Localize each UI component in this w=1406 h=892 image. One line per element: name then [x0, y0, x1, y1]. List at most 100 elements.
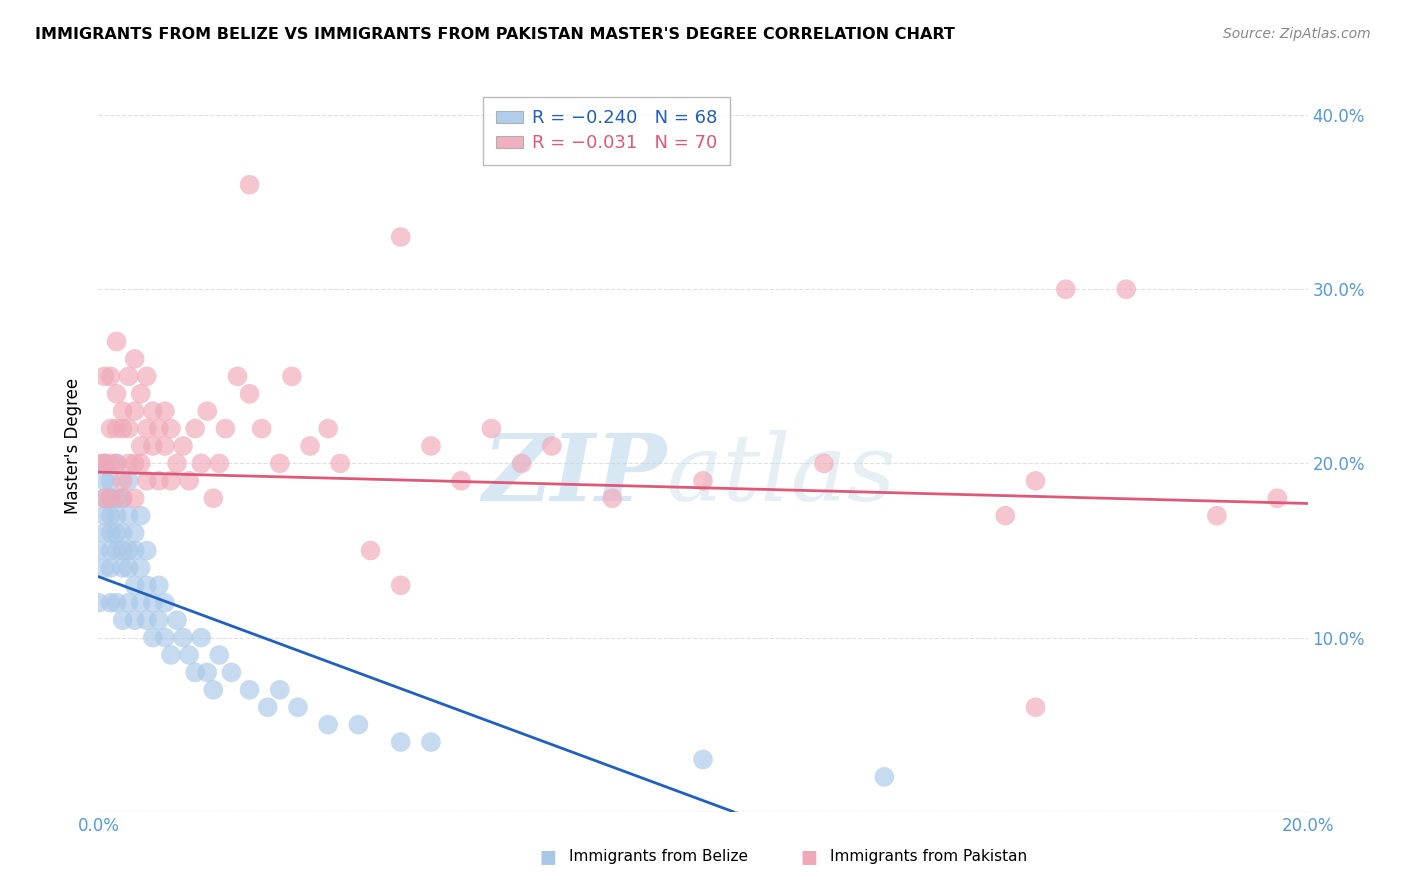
Point	[269, 682, 291, 697]
Point	[111, 561, 134, 575]
Point	[124, 457, 146, 471]
Point	[135, 613, 157, 627]
Point	[160, 474, 183, 488]
Point	[287, 700, 309, 714]
Point	[1115, 282, 1137, 296]
Point	[135, 578, 157, 592]
Point	[160, 421, 183, 435]
Point	[111, 526, 134, 541]
Point	[299, 439, 322, 453]
Point	[111, 613, 134, 627]
Point	[239, 682, 262, 697]
Point	[142, 631, 165, 645]
Point	[105, 596, 128, 610]
Point	[190, 631, 212, 645]
Point	[226, 369, 249, 384]
Point	[510, 457, 533, 471]
Point	[124, 613, 146, 627]
Point	[118, 543, 141, 558]
Text: atlas: atlas	[666, 430, 896, 520]
Point	[153, 631, 176, 645]
Point	[316, 717, 339, 731]
Point	[135, 543, 157, 558]
Point	[172, 631, 194, 645]
Text: Immigrants from Pakistan: Immigrants from Pakistan	[830, 849, 1026, 863]
Point	[202, 682, 225, 697]
Point	[316, 421, 339, 435]
Point	[124, 578, 146, 592]
Text: Source: ZipAtlas.com: Source: ZipAtlas.com	[1223, 27, 1371, 41]
Point	[111, 491, 134, 506]
Point	[172, 439, 194, 453]
Point	[329, 457, 352, 471]
Point	[93, 369, 115, 384]
Point	[124, 404, 146, 418]
Point	[208, 457, 231, 471]
Point	[148, 474, 170, 488]
Point	[124, 526, 146, 541]
Point	[111, 543, 134, 558]
Point	[873, 770, 896, 784]
Point	[105, 457, 128, 471]
Point	[256, 700, 278, 714]
Point	[129, 561, 152, 575]
Point	[153, 596, 176, 610]
Point	[100, 526, 122, 541]
Point	[153, 439, 176, 453]
Point	[100, 508, 122, 523]
Point	[153, 404, 176, 418]
Point	[105, 457, 128, 471]
Point	[124, 491, 146, 506]
Point	[148, 578, 170, 592]
Point	[111, 474, 134, 488]
Point	[129, 457, 152, 471]
Point	[195, 665, 218, 680]
Point	[93, 561, 115, 575]
Point	[420, 439, 443, 453]
Point	[105, 543, 128, 558]
Point	[179, 474, 201, 488]
Point	[111, 421, 134, 435]
Point	[111, 491, 134, 506]
Point	[1024, 474, 1046, 488]
Point	[166, 457, 188, 471]
Text: ▪: ▪	[799, 842, 818, 871]
Point	[129, 508, 152, 523]
Text: ▪: ▪	[538, 842, 558, 871]
Point	[87, 596, 110, 610]
Point	[93, 474, 115, 488]
Point	[481, 421, 503, 435]
Legend: R = −0.240   N = 68, R = −0.031   N = 70: R = −0.240 N = 68, R = −0.031 N = 70	[482, 96, 730, 165]
Point	[347, 717, 370, 731]
Point	[118, 369, 141, 384]
Point	[135, 369, 157, 384]
Point	[118, 457, 141, 471]
Point	[93, 491, 115, 506]
Point	[93, 457, 115, 471]
Point	[105, 334, 128, 349]
Point	[389, 735, 412, 749]
Point	[129, 596, 152, 610]
Point	[239, 386, 262, 401]
Text: Immigrants from Belize: Immigrants from Belize	[569, 849, 748, 863]
Point	[105, 386, 128, 401]
Point	[118, 508, 141, 523]
Point	[100, 491, 122, 506]
Point	[1024, 700, 1046, 714]
Point	[389, 230, 412, 244]
Point	[100, 561, 122, 575]
Point	[93, 526, 115, 541]
Point	[100, 421, 122, 435]
Point	[692, 752, 714, 766]
Point	[250, 421, 273, 435]
Point	[100, 474, 122, 488]
Point	[124, 351, 146, 366]
Point	[221, 665, 243, 680]
Point	[100, 369, 122, 384]
Point	[813, 457, 835, 471]
Point	[1054, 282, 1077, 296]
Point	[142, 439, 165, 453]
Point	[93, 457, 115, 471]
Point	[450, 474, 472, 488]
Point	[118, 421, 141, 435]
